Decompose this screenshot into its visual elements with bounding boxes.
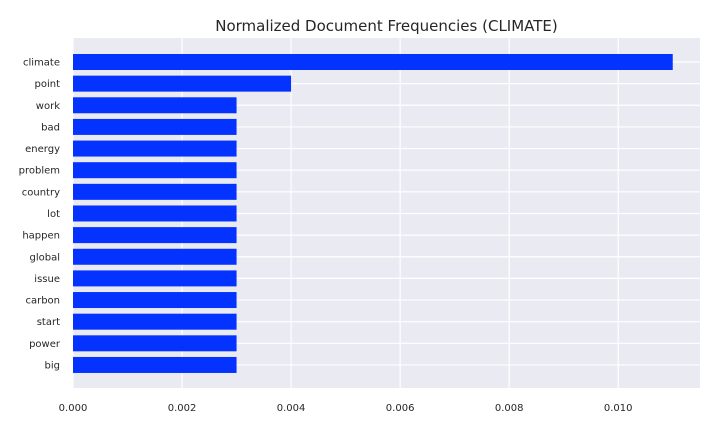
y-tick-label-issue: issue xyxy=(34,274,60,285)
y-tick-label-problem: problem xyxy=(19,166,60,177)
y-tick-label-bad: bad xyxy=(41,122,60,133)
bar-country xyxy=(73,183,237,200)
bar-happen xyxy=(73,227,237,244)
bar-issue xyxy=(73,270,237,287)
bar-start xyxy=(73,313,237,330)
y-tick-label-lot: lot xyxy=(47,209,60,220)
bar-bad xyxy=(73,118,237,135)
bars xyxy=(73,54,673,373)
bar-point xyxy=(73,75,292,92)
y-tick-label-climate: climate xyxy=(23,58,60,69)
y-tick-label-carbon: carbon xyxy=(25,296,60,307)
x-tick-label: 0.006 xyxy=(386,403,415,414)
y-tick-label-big: big xyxy=(45,360,60,371)
x-tick-labels: 0.000 0.002 0.004 0.006 0.008 0.010 xyxy=(59,403,633,414)
bar-energy xyxy=(73,140,237,157)
y-tick-label-energy: energy xyxy=(25,144,60,155)
y-tick-label-work: work xyxy=(36,101,60,112)
bar-global xyxy=(73,248,237,265)
y-tick-label-global: global xyxy=(30,252,61,263)
chart-title: Normalized Document Frequencies (CLIMATE… xyxy=(215,17,558,35)
x-tick-label: 0.000 xyxy=(59,403,88,414)
y-tick-label-point: point xyxy=(34,79,60,90)
bar-big xyxy=(73,356,237,373)
y-tick-label-power: power xyxy=(29,339,61,350)
bar-power xyxy=(73,335,237,352)
x-tick-label: 0.004 xyxy=(277,403,306,414)
y-tick-labels: climate point work bad energy problem country l… xyxy=(19,58,61,372)
x-tick-label: 0.010 xyxy=(604,403,633,414)
x-tick-label: 0.008 xyxy=(495,403,524,414)
bar-problem xyxy=(73,162,237,179)
bar-climate xyxy=(73,54,673,70)
bar-carbon xyxy=(73,292,237,309)
y-tick-label-start: start xyxy=(37,317,60,328)
y-tick-label-country: country xyxy=(22,187,60,198)
bar-lot xyxy=(73,205,237,222)
bar-work xyxy=(73,97,237,114)
y-tick-label-happen: happen xyxy=(22,231,60,242)
x-tick-label: 0.002 xyxy=(168,403,197,414)
